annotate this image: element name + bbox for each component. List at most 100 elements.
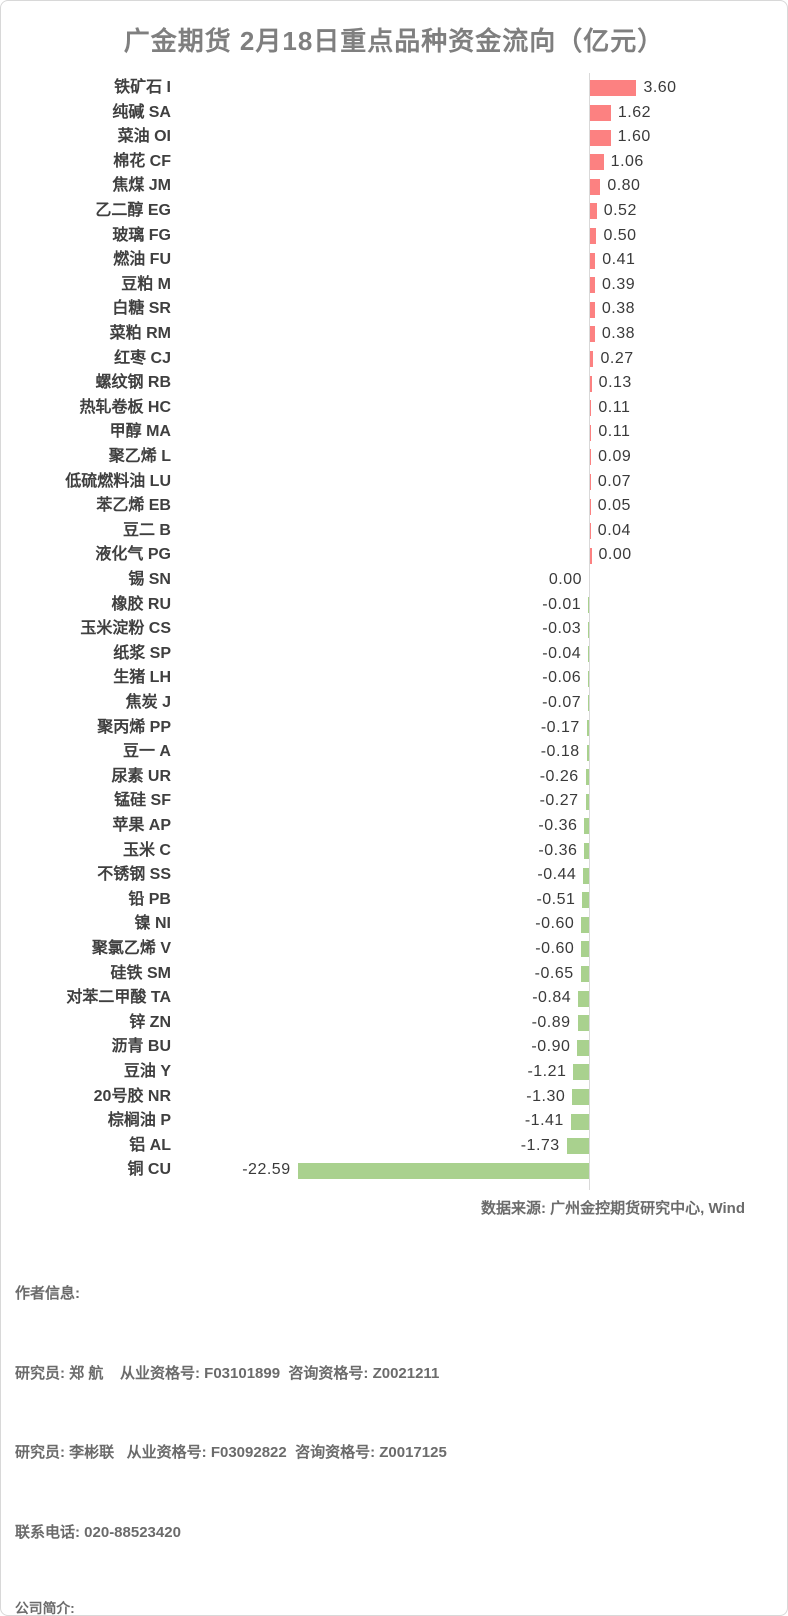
- value-label: -0.17: [540, 718, 580, 736]
- author-info-block: 作者信息: 研究员: 郑 航 从业资格号: F03101899 咨询资格号: Z…: [15, 1228, 773, 1599]
- category-label: 焦煤 JM: [112, 177, 171, 195]
- category-label: 聚氯乙烯 V: [91, 940, 171, 957]
- bar: [577, 1015, 589, 1032]
- value-label: -1.73: [520, 1136, 560, 1154]
- category-label: 甲醇 MA: [109, 423, 171, 441]
- value-label: -0.36: [538, 817, 578, 834]
- category-label: 不锈钢 SS: [97, 866, 171, 884]
- bar: [588, 695, 589, 712]
- category-label: 铝 AL: [129, 1136, 171, 1154]
- bar: [590, 104, 611, 121]
- category-label: 玉米 C: [122, 841, 171, 859]
- value-label: 0.27: [600, 349, 634, 367]
- category-label: 玻璃 FG: [112, 226, 171, 244]
- value-label: -0.26: [539, 767, 579, 785]
- researcher-2-line: 研究员: 李彬联 从业资格号: F03092822 咨询资格号: Z001712…: [15, 1444, 447, 1461]
- value-label: -0.89: [531, 1013, 571, 1031]
- bar: [590, 129, 611, 146]
- category-label: 橡胶 RU: [111, 595, 171, 613]
- value-label: 0.52: [603, 202, 637, 219]
- value-label: -0.01: [542, 595, 582, 613]
- value-label: -0.44: [537, 866, 577, 884]
- bar-chart: 铁矿石 I 3.60 纯碱 SA 1.62 菜油 OI 1.60 棉花 CF 1.06 焦煤 J…: [1, 1, 787, 1191]
- category-label: 棉花 CF: [113, 152, 171, 170]
- value-label: 0.11: [598, 423, 631, 441]
- value-label: 1.60: [617, 128, 651, 146]
- category-label: 铁矿石 I: [114, 79, 171, 96]
- value-label: -0.18: [540, 743, 580, 761]
- contact-phone-line: 联系电话: 020-88523420: [15, 1523, 181, 1541]
- value-label: -0.06: [542, 669, 582, 687]
- category-label: 菜油 OI: [117, 128, 171, 146]
- category-label: 纯碱 SA: [112, 103, 171, 121]
- category-label: 热轧卷板 HC: [79, 398, 171, 416]
- category-label: 玉米淀粉 CS: [80, 620, 171, 638]
- bar: [590, 375, 592, 392]
- value-label: -0.90: [531, 1038, 571, 1056]
- value-label: 0.38: [601, 325, 636, 342]
- category-label: 聚乙烯 L: [108, 448, 171, 465]
- bar: [570, 1113, 589, 1130]
- category-label: 生猪 LH: [113, 669, 171, 687]
- value-label: -0.65: [534, 964, 574, 982]
- bar: [588, 621, 589, 638]
- value-label: -0.04: [542, 644, 582, 662]
- chart-title: 广金期货 2月18日重点品种资金流向（亿元）: [123, 26, 665, 56]
- category-label: 白糖 SR: [112, 300, 171, 318]
- bar: [573, 1064, 589, 1081]
- bar: [590, 252, 596, 269]
- category-label: 低硫燃料油 LU: [65, 472, 171, 490]
- bar: [590, 154, 604, 171]
- value-label: 0.07: [597, 472, 632, 490]
- bar: [588, 670, 589, 687]
- bar: [577, 1039, 589, 1056]
- category-label: 棕榈油 P: [107, 1112, 171, 1130]
- category-label: 铜 CU: [127, 1161, 171, 1179]
- category-label: 苯乙烯 EB: [96, 497, 171, 515]
- value-label: -0.60: [535, 915, 575, 933]
- bar: [581, 941, 589, 958]
- value-label: -0.36: [538, 841, 578, 859]
- category-label: 豆一 A: [122, 743, 171, 761]
- bar: [590, 326, 595, 343]
- bar: [581, 916, 589, 933]
- bar: [566, 1138, 589, 1155]
- category-label: 尿素 UR: [111, 767, 171, 785]
- category-label: 锌 ZN: [129, 1013, 171, 1031]
- value-label: 1.62: [617, 103, 652, 121]
- bar: [584, 818, 589, 835]
- value-label: 0.41: [602, 251, 636, 269]
- bar: [590, 449, 592, 466]
- category-label: 沥青 BU: [111, 1038, 171, 1056]
- bar: [590, 227, 597, 244]
- value-label: 0.50: [603, 226, 637, 244]
- category-label: 乙二醇 EG: [95, 202, 171, 219]
- value-label: 1.06: [610, 152, 644, 170]
- category-label: 燃油 FU: [113, 251, 171, 269]
- researcher-1-line: 研究员: 郑 航 从业资格号: F03101899 咨询资格号: Z002121…: [15, 1364, 440, 1382]
- category-label: 液化气 PG: [95, 546, 171, 564]
- category-label: 镍 NI: [134, 915, 171, 933]
- category-label: 聚丙烯 PP: [97, 718, 171, 736]
- bar: [590, 547, 592, 564]
- value-label: 0.11: [598, 398, 631, 416]
- data-source: 数据来源: 广州金控期货研究中心, Wind: [480, 1200, 745, 1217]
- category-label: 硅铁 SM: [110, 964, 171, 982]
- category-label: 菜粕 RM: [109, 325, 171, 342]
- category-label: 豆油 Y: [123, 1063, 171, 1080]
- value-label: 3.60: [643, 79, 677, 96]
- category-label: 20号胶 NR: [93, 1087, 171, 1105]
- value-label: 0.00: [548, 571, 582, 588]
- category-label: 红枣 CJ: [114, 349, 171, 367]
- bar: [584, 842, 589, 859]
- bar: [590, 80, 637, 97]
- value-label: -0.27: [539, 792, 579, 810]
- value-label: -0.51: [536, 890, 576, 908]
- value-label: 0.38: [601, 300, 636, 318]
- bar: [590, 203, 597, 220]
- value-label: -22.59: [242, 1161, 291, 1179]
- category-label: 苹果 AP: [112, 817, 171, 834]
- bar: [586, 719, 589, 736]
- value-label: -0.03: [542, 620, 582, 638]
